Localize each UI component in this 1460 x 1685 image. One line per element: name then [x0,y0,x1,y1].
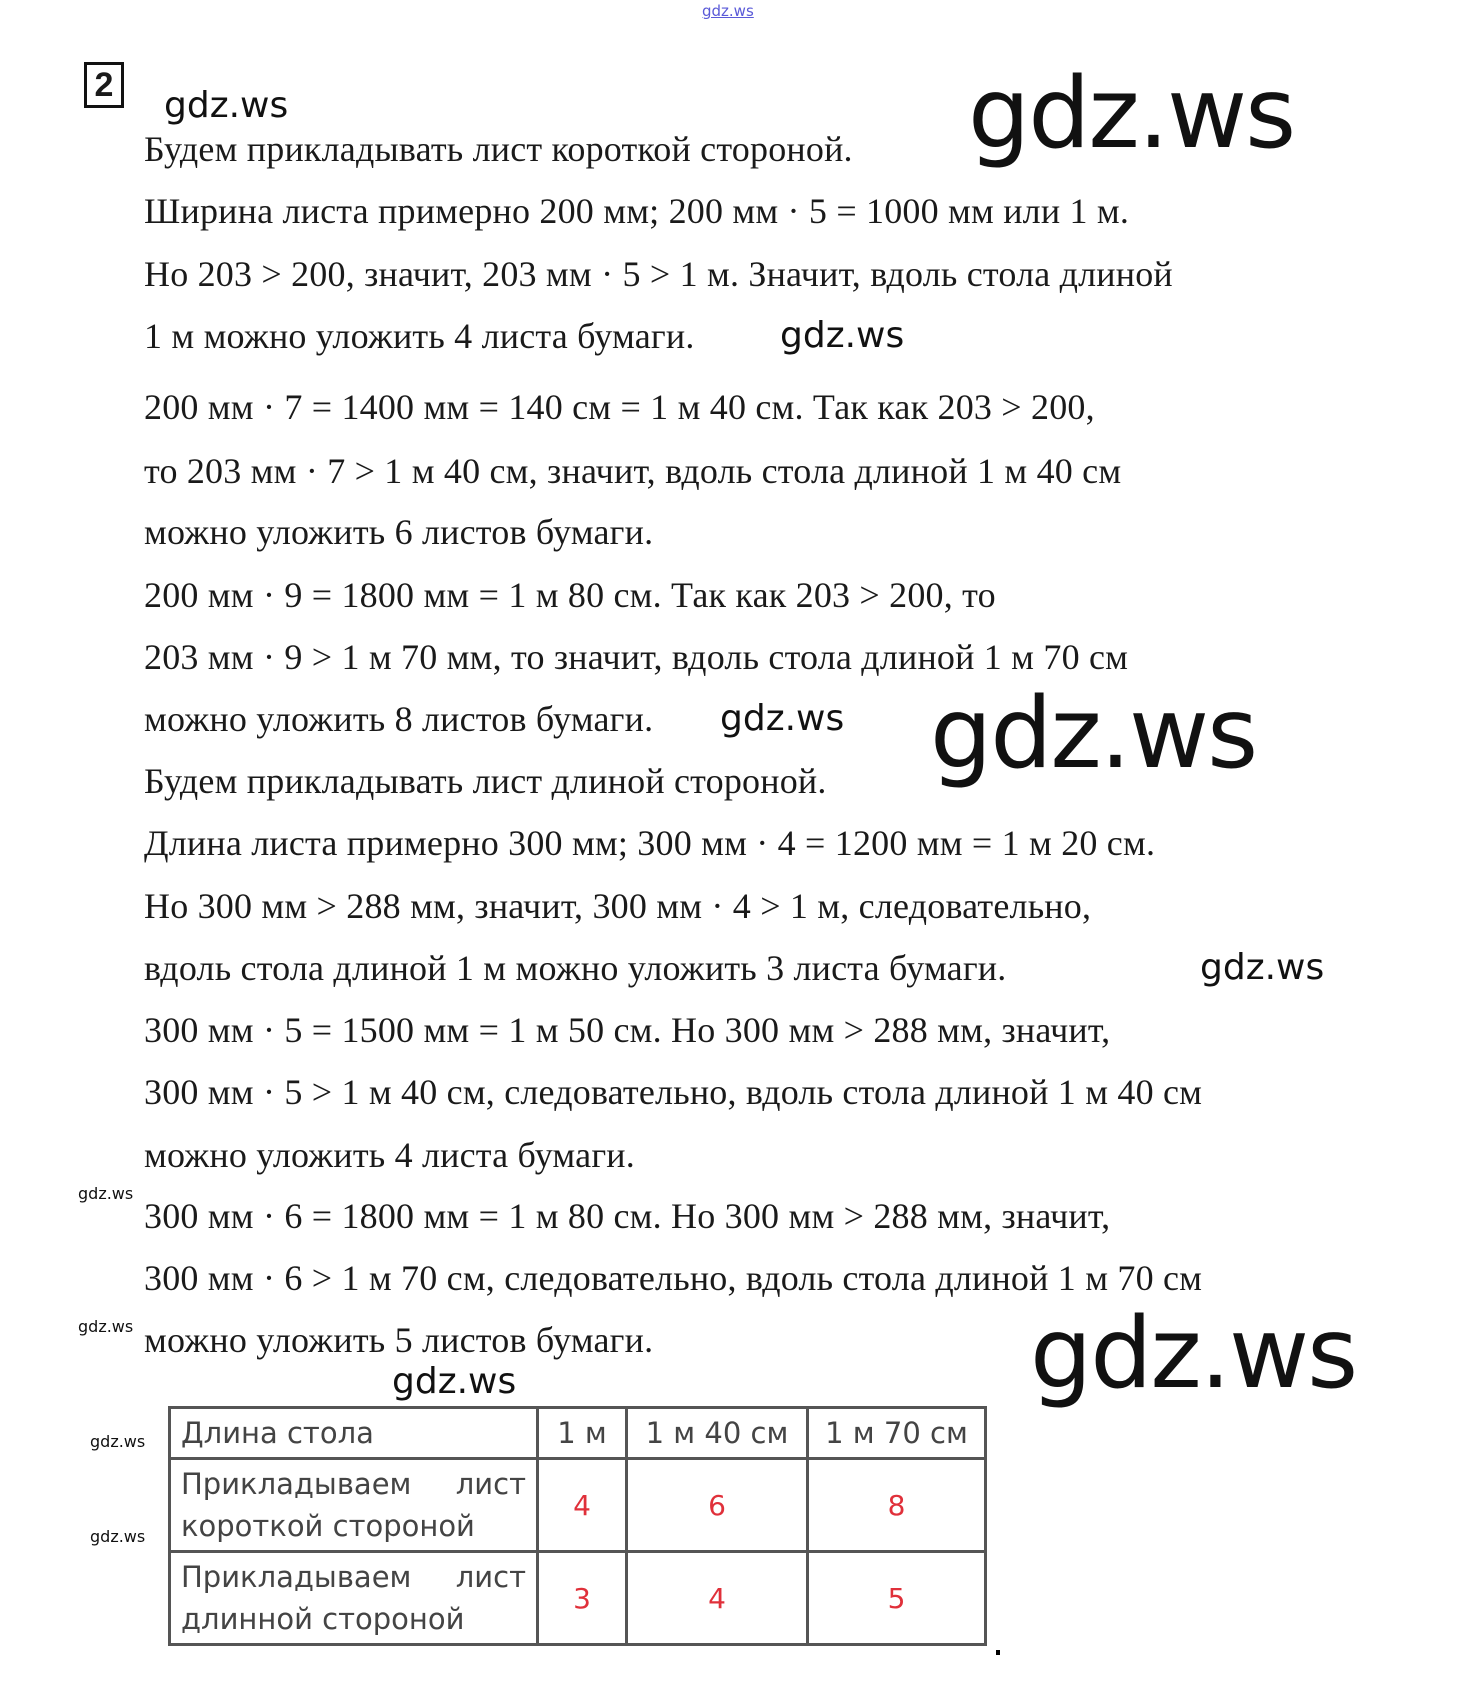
text-line: Будем прикладывать лист длиной стороной. [144,761,827,801]
text-line: 1 м можно уложить 4 листа бумаги. [144,316,695,356]
text-line: можно уложить 5 листов бумаги. [144,1320,654,1360]
text-line: 300 мм · 6 > 1 м 70 см, следовательно, в… [144,1258,1203,1298]
text-line: Длина листа примерно 300 мм; 300 мм · 4 … [144,823,1156,863]
results-table: Длина стола 1 м 1 м 40 см 1 м 70 см Прик… [168,1406,987,1646]
value-cell: 4 [536,1457,628,1553]
watermark: gdz.ws [1200,947,1325,988]
watermark: gdz.ws [780,315,905,356]
text-line: можно уложить 6 листов бумаги. [144,512,654,552]
dot-mark [996,1650,1000,1655]
value-cell: 6 [625,1457,809,1553]
watermark: gdz.ws [90,1432,146,1451]
task-number: 2 [84,62,124,108]
header-cell: 1 м 40 см [625,1406,809,1460]
watermark: gdz.ws [720,698,845,739]
text-line: 200 мм · 7 = 1400 мм = 140 см = 1 м 40 с… [144,387,1095,427]
text-line: 300 мм · 5 = 1500 мм = 1 м 50 см. Но 300… [144,1010,1111,1050]
text-line: можно уложить 8 листов бумаги. [144,699,654,739]
watermark: gdz.ws [1030,1297,1358,1411]
row-label: Прикладываем лист длинной стороной [168,1550,539,1646]
text-line: Будем прикладывать лист короткой стороно… [144,129,853,169]
watermark: gdz.ws [78,1184,134,1203]
value-cell: 8 [806,1457,987,1553]
text-line: Но 300 мм > 288 мм, значит, 300 мм · 4 >… [144,886,1092,926]
text-line: Ширина листа примерно 200 мм; 200 мм · 5… [144,191,1130,231]
text-line: 300 мм · 5 > 1 м 40 см, следовательно, в… [144,1072,1203,1112]
text-line: то 203 мм · 7 > 1 м 40 см, значит, вдоль… [144,451,1122,491]
table-header-row: Длина стола 1 м 1 м 40 см 1 м 70 см [168,1406,987,1460]
watermark: gdz.ws [930,677,1258,791]
value-cell: 5 [806,1550,987,1646]
text-line: 203 мм · 9 > 1 м 70 мм, то значит, вдоль… [144,637,1129,677]
watermark: gdz.ws [392,1361,517,1402]
table-row: Прикладываем лист короткой стороной 4 6 … [168,1457,987,1553]
header-cell: Длина стола [168,1406,539,1460]
watermark: gdz.ws [78,1317,134,1336]
watermark: gdz.ws [164,85,289,126]
text-line: 300 мм · 6 = 1800 мм = 1 м 80 см. Но 300… [144,1196,1111,1236]
value-cell: 3 [536,1550,628,1646]
value-cell: 4 [625,1550,809,1646]
table-row: Прикладываем лист длинной стороной 3 4 5 [168,1550,987,1646]
text-line: можно уложить 4 листа бумаги. [144,1135,635,1175]
text-line: вдоль стола длиной 1 м можно уложить 3 л… [144,948,1007,988]
header-cell: 1 м [536,1406,628,1460]
row-label: Прикладываем лист короткой стороной [168,1457,539,1553]
text-line: 200 мм · 9 = 1800 мм = 1 м 80 см. Так ка… [144,575,996,615]
watermark-top-link[interactable]: gdz.ws [702,2,754,20]
text-line: Но 203 > 200, значит, 203 мм · 5 > 1 м. … [144,254,1173,294]
watermark: gdz.ws [968,57,1296,171]
watermark: gdz.ws [90,1527,146,1546]
header-cell: 1 м 70 см [806,1406,987,1460]
